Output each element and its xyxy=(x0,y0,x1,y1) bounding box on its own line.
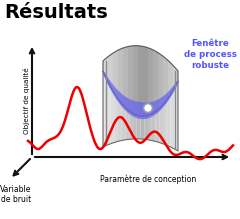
Text: Paramètre de conception: Paramètre de conception xyxy=(100,175,196,184)
Polygon shape xyxy=(148,114,152,141)
Text: Fenêtre
de process
robuste: Fenêtre de process robuste xyxy=(184,39,236,70)
Polygon shape xyxy=(122,104,126,141)
Polygon shape xyxy=(133,46,138,115)
Ellipse shape xyxy=(144,104,152,113)
Polygon shape xyxy=(168,60,173,98)
Polygon shape xyxy=(174,81,178,151)
Polygon shape xyxy=(159,105,163,144)
Polygon shape xyxy=(137,115,140,139)
Polygon shape xyxy=(158,53,163,110)
Polygon shape xyxy=(126,108,129,140)
Polygon shape xyxy=(140,116,144,139)
Polygon shape xyxy=(107,79,110,145)
Polygon shape xyxy=(128,46,133,113)
Polygon shape xyxy=(113,50,118,99)
Polygon shape xyxy=(110,87,114,144)
Polygon shape xyxy=(103,69,178,119)
Polygon shape xyxy=(152,112,156,141)
Polygon shape xyxy=(153,50,158,113)
Polygon shape xyxy=(156,108,159,143)
Polygon shape xyxy=(173,65,178,90)
Text: Résultats: Résultats xyxy=(4,3,108,22)
Polygon shape xyxy=(138,46,143,116)
Text: Objectif de qualité: Objectif de qualité xyxy=(23,68,30,134)
Polygon shape xyxy=(144,115,148,140)
Polygon shape xyxy=(118,99,122,141)
Polygon shape xyxy=(103,57,108,82)
Polygon shape xyxy=(123,47,128,110)
Polygon shape xyxy=(163,56,168,105)
Polygon shape xyxy=(103,71,107,147)
Polygon shape xyxy=(118,48,123,105)
Polygon shape xyxy=(114,93,118,143)
Polygon shape xyxy=(170,88,174,149)
Polygon shape xyxy=(163,100,167,145)
Text: Variable
de bruit: Variable de bruit xyxy=(0,185,32,204)
Polygon shape xyxy=(133,113,137,139)
Polygon shape xyxy=(167,94,170,147)
Polygon shape xyxy=(108,53,113,91)
Polygon shape xyxy=(143,46,148,116)
Polygon shape xyxy=(129,111,133,139)
Polygon shape xyxy=(148,48,153,115)
